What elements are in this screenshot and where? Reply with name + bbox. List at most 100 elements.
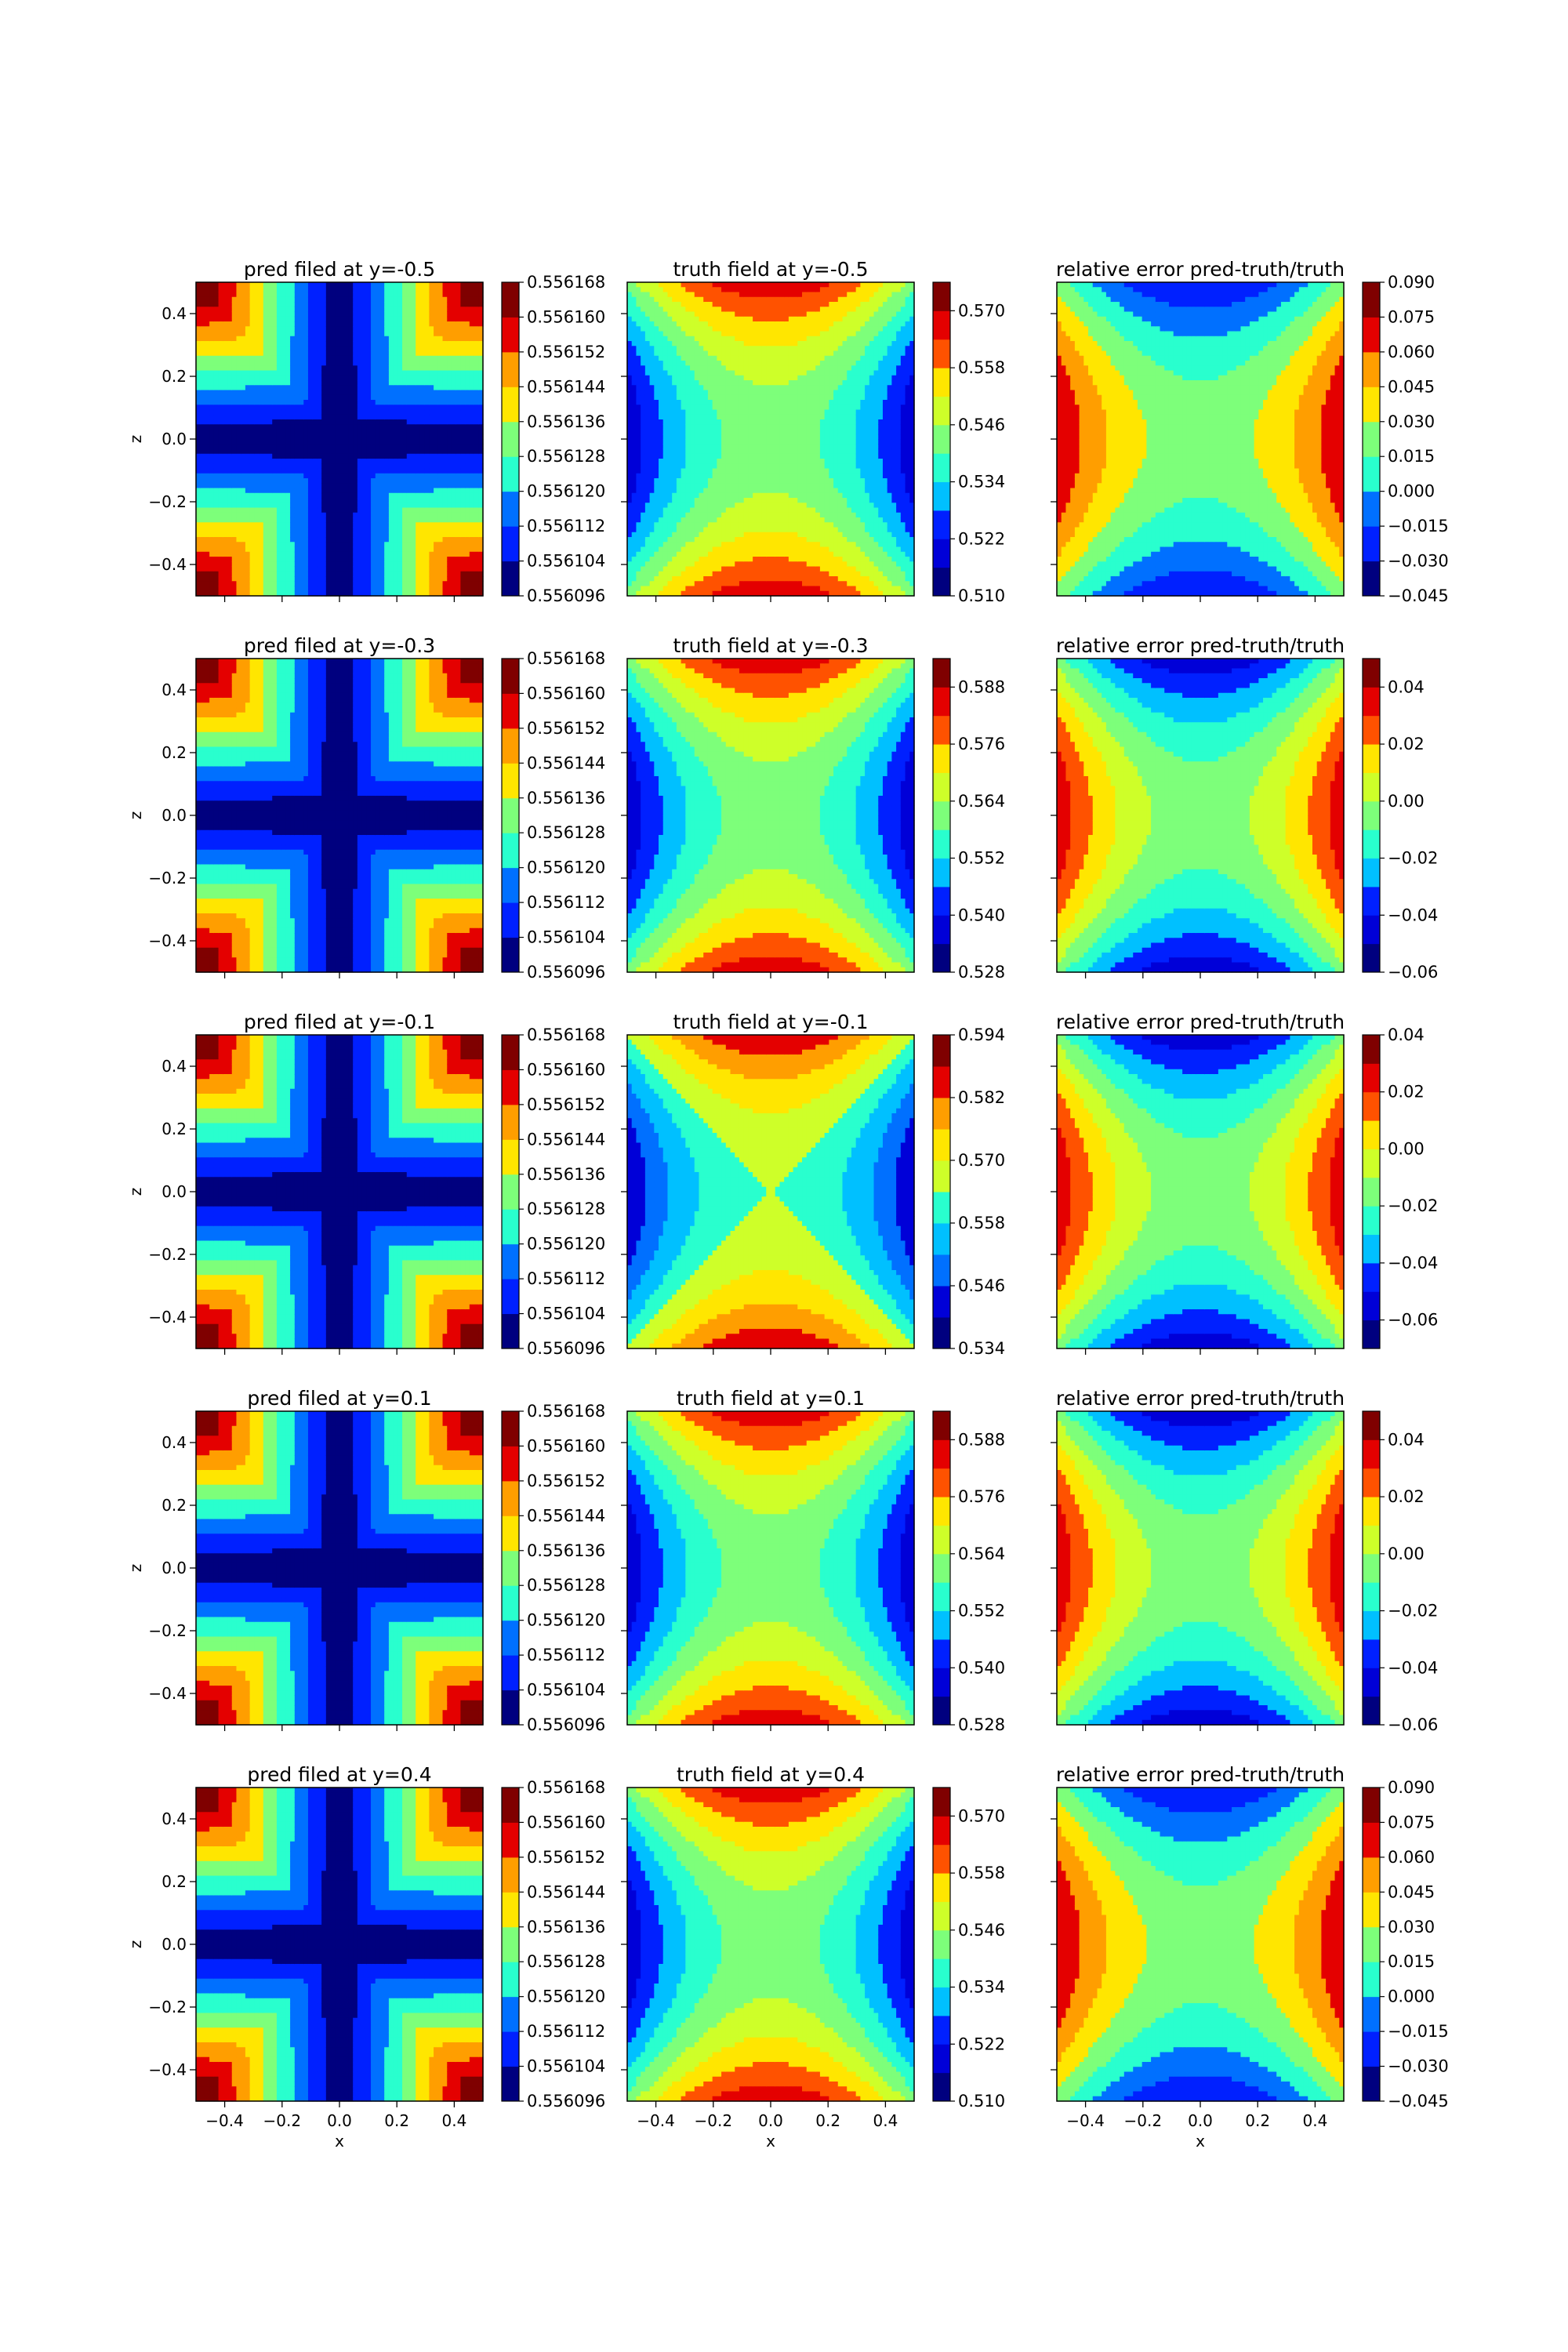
contour-cell: [335, 351, 339, 357]
contour-cell: [272, 478, 277, 484]
contour-cell: [303, 581, 308, 586]
contour-cell: [232, 522, 237, 528]
contour-cell: [308, 405, 313, 410]
contour-cell: [236, 390, 241, 396]
contour-cell: [227, 317, 232, 322]
contour-cell: [335, 444, 339, 449]
contour-cell: [353, 390, 358, 396]
contour-cell: [272, 498, 277, 503]
contour-cell: [227, 454, 232, 459]
contour-cell: [308, 415, 313, 420]
contour-cell: [259, 434, 263, 440]
contour-cell: [313, 376, 318, 381]
contour-cell: [339, 498, 344, 503]
contour-cell: [227, 517, 232, 523]
contour-cell: [379, 351, 384, 357]
contour-cell: [277, 513, 281, 518]
contour-cell: [353, 459, 358, 464]
contour-cell: [277, 508, 281, 514]
contour-cell: [339, 371, 344, 376]
contour-cell: [313, 287, 318, 292]
contour-cell: [209, 341, 214, 347]
contour-cell: [227, 385, 232, 390]
contour-cell: [317, 371, 321, 376]
contour-cell: [295, 419, 299, 425]
contour-cell: [313, 561, 318, 567]
contour-cell: [254, 434, 259, 440]
contour-cell: [250, 385, 255, 390]
contour-cell: [209, 552, 214, 557]
contour-cell: [277, 326, 281, 332]
contour-cell: [313, 488, 318, 494]
contour-cell: [339, 542, 344, 547]
contour-cell: [308, 351, 313, 357]
contour-cell: [366, 517, 371, 523]
contour-cell: [335, 292, 339, 298]
contour-cell: [303, 567, 308, 572]
contour-cell: [232, 430, 237, 435]
contour-cell: [362, 572, 367, 577]
contour-cell: [214, 537, 219, 543]
contour-cell: [366, 513, 371, 518]
contour-cell: [344, 508, 349, 514]
contour-cell: [331, 410, 336, 416]
contour-cell: [196, 405, 201, 410]
contour-cell: [241, 454, 245, 459]
contour-cell: [201, 430, 205, 435]
contour-cell: [232, 572, 237, 577]
contour-cell: [379, 522, 384, 528]
contour-cell: [371, 415, 376, 420]
contour-cell: [232, 449, 237, 455]
contour-cell: [295, 469, 299, 474]
contour-cell: [348, 282, 353, 288]
contour-cell: [259, 287, 263, 292]
contour-cell: [250, 365, 255, 371]
contour-cell: [227, 390, 232, 396]
contour-cell: [232, 483, 237, 488]
contour-cell: [362, 542, 367, 547]
contour-cell: [366, 488, 371, 494]
contour-cell: [358, 282, 362, 288]
contour-cell: [219, 390, 223, 396]
contour-cell: [281, 307, 286, 312]
contour-cell: [313, 321, 318, 327]
contour-cell: [299, 542, 304, 547]
contour-cell: [209, 317, 214, 322]
contour-cell: [277, 532, 281, 538]
contour-cell: [277, 346, 281, 351]
contour-cell: [214, 351, 219, 357]
contour-cell: [223, 474, 227, 479]
contour-cell: [241, 469, 245, 474]
contour-cell: [376, 326, 380, 332]
contour-cell: [214, 307, 219, 312]
contour-cell: [232, 581, 237, 586]
contour-cell: [236, 415, 241, 420]
contour-cell: [201, 528, 205, 533]
contour-cell: [317, 385, 321, 390]
contour-cell: [366, 567, 371, 572]
contour-cell: [281, 346, 286, 351]
contour-cell: [321, 449, 326, 455]
contour-cell: [209, 463, 214, 469]
contour-cell: [326, 405, 331, 410]
contour-cell: [219, 586, 223, 592]
contour-cell: [321, 581, 326, 586]
contour-cell: [232, 459, 237, 464]
contour-cell: [371, 581, 376, 586]
contour-cell: [362, 567, 367, 572]
contour-cell: [263, 351, 268, 357]
contour-cell: [263, 282, 268, 288]
contour-cell: [379, 561, 384, 567]
contour-cell: [227, 581, 232, 586]
contour-cell: [358, 474, 362, 479]
contour-cell: [371, 351, 376, 357]
contour-cell: [209, 537, 214, 543]
contour-cell: [371, 365, 376, 371]
contour-cell: [250, 380, 255, 386]
contour-cell: [259, 576, 263, 582]
contour-cell: [201, 419, 205, 425]
contour-cell: [272, 463, 277, 469]
contour-cell: [259, 532, 263, 538]
contour-cell: [326, 400, 331, 405]
contour-cell: [236, 332, 241, 337]
